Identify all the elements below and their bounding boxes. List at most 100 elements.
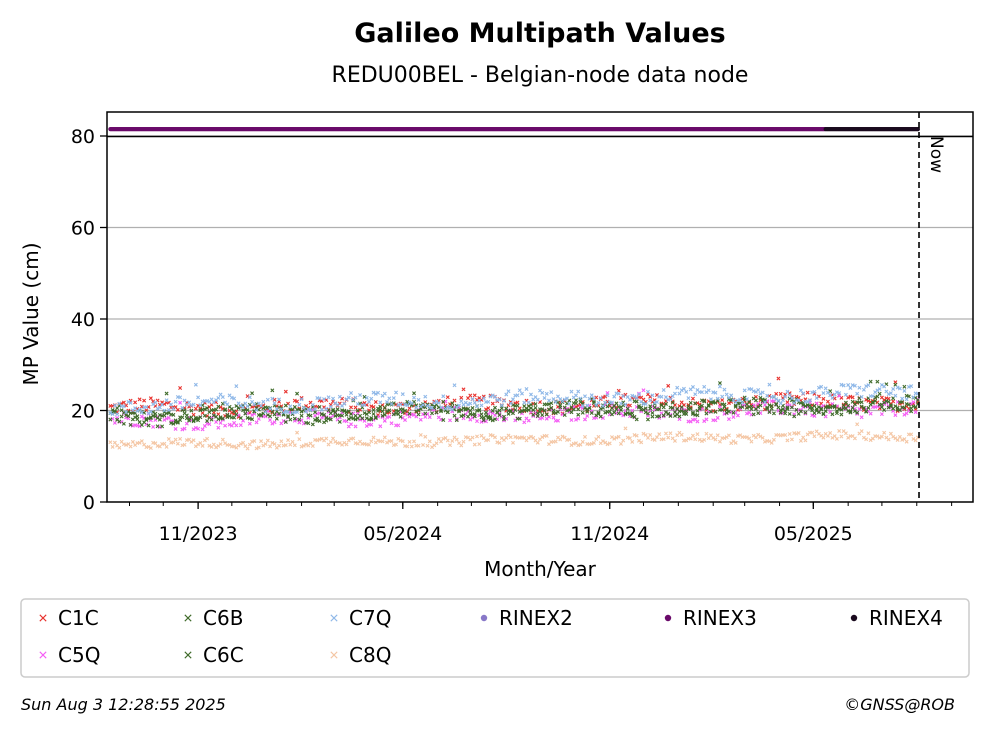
data-point (250, 417, 255, 422)
data-point (598, 414, 603, 419)
data-point (157, 412, 162, 417)
data-point (504, 392, 509, 397)
data-point (488, 415, 493, 420)
data-point (650, 414, 655, 419)
data-point (362, 411, 367, 416)
data-point (735, 401, 740, 406)
data-point (245, 408, 250, 413)
data-point (690, 396, 695, 401)
data-point (382, 435, 387, 440)
data-point (412, 395, 417, 400)
data-point (216, 404, 221, 409)
data-point (254, 407, 259, 412)
data-point (699, 403, 704, 408)
data-point (758, 403, 763, 408)
data-point (263, 442, 268, 447)
data-point (148, 446, 153, 451)
data-point (859, 415, 864, 420)
data-point (488, 394, 493, 399)
data-point (414, 405, 419, 410)
data-point (430, 411, 435, 416)
legend-label: C6B (203, 606, 243, 630)
data-point (461, 387, 466, 392)
data-point (520, 409, 524, 414)
data-point (247, 395, 252, 400)
data-point (497, 397, 502, 402)
data-point (175, 407, 180, 412)
data-point (796, 411, 801, 416)
data-point (688, 436, 693, 441)
legend-entry-rinex2: RINEX2 (480, 606, 573, 630)
data-point (650, 393, 655, 398)
data-point (173, 426, 178, 431)
data-point (328, 440, 333, 445)
data-point (225, 402, 230, 407)
data-point (785, 400, 790, 405)
data-point (115, 412, 120, 417)
data-point (421, 442, 426, 447)
data-point (911, 395, 916, 400)
data-point (801, 391, 806, 396)
data-point (295, 430, 300, 435)
data-point (403, 408, 408, 413)
data-point (641, 431, 646, 436)
data-point (335, 413, 340, 418)
data-point (277, 397, 282, 402)
data-point (616, 411, 621, 416)
data-point (270, 396, 275, 401)
data-point (771, 411, 776, 416)
data-point (886, 392, 891, 397)
data-point (616, 391, 621, 396)
data-point (119, 414, 124, 419)
data-point (432, 400, 437, 405)
data-point (551, 415, 556, 420)
data-point (164, 398, 169, 403)
data-point (304, 442, 309, 447)
data-point (245, 394, 250, 399)
data-point (484, 419, 489, 424)
data-point (256, 416, 261, 421)
data-point (486, 437, 491, 442)
data-point (461, 439, 466, 444)
data-point (582, 394, 587, 399)
data-point (196, 442, 201, 447)
data-point (369, 396, 374, 401)
data-point (286, 410, 291, 415)
data-point (852, 436, 857, 441)
data-point (252, 438, 257, 443)
data-point (319, 412, 324, 417)
data-point (515, 393, 520, 398)
data-point (812, 389, 817, 394)
data-point (126, 399, 131, 404)
data-point (556, 418, 560, 423)
data-point (870, 400, 875, 405)
data-point (171, 421, 176, 426)
data-point (371, 390, 376, 395)
data-point (508, 435, 513, 440)
data-point (484, 410, 489, 415)
data-point (216, 425, 221, 430)
data-point (367, 399, 372, 404)
data-point (189, 408, 194, 413)
data-point (142, 398, 147, 403)
data-point (331, 396, 336, 401)
data-point (852, 402, 857, 407)
data-point (909, 384, 914, 389)
data-point (452, 383, 457, 388)
data-point (254, 446, 259, 451)
data-point (803, 410, 808, 415)
data-point (445, 410, 450, 415)
data-point (839, 412, 844, 417)
data-point (349, 405, 354, 410)
data-point (265, 397, 270, 402)
data-point (857, 385, 862, 390)
data-point (859, 429, 864, 434)
data-point (634, 399, 639, 404)
data-point (769, 440, 774, 445)
data-point (850, 395, 855, 400)
data-point (459, 443, 464, 448)
data-point (870, 400, 875, 405)
data-point (870, 394, 875, 399)
data-point (614, 435, 619, 440)
data-point (913, 410, 918, 415)
